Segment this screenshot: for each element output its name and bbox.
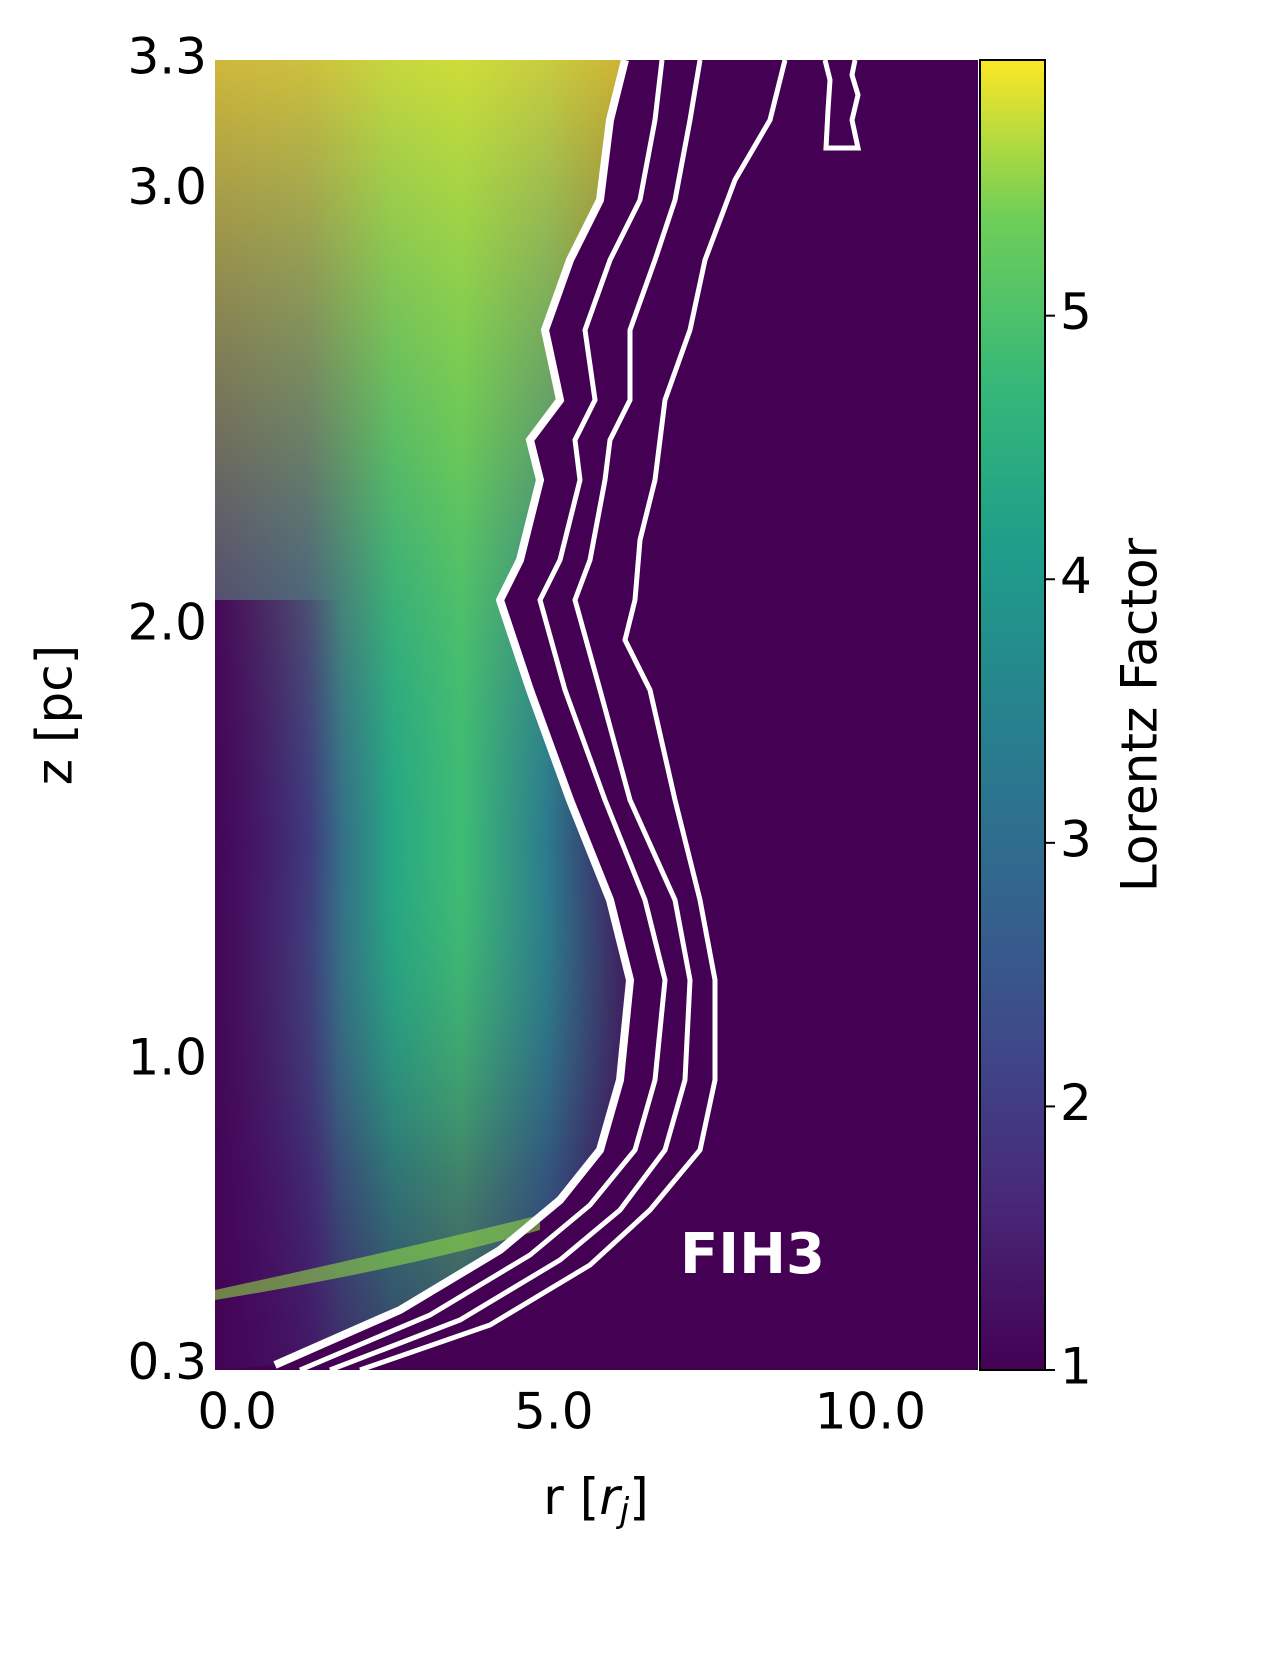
x-label-part: r: [599, 1468, 623, 1526]
y-tick-label: 3.0: [127, 158, 207, 216]
y-tick-label: 3.3: [127, 28, 207, 86]
field: [215, 60, 862, 1370]
x-label-part: ]: [629, 1468, 649, 1526]
annotation: FIH3: [680, 1222, 825, 1287]
x-label-part: j: [616, 1491, 630, 1531]
x-tick-label: 0.0: [197, 1383, 277, 1441]
colorbar-tick-label: 4: [1060, 547, 1092, 605]
colorbar: [979, 59, 1046, 1371]
colorbar-tick-label: 1: [1060, 1338, 1092, 1396]
y-axis-label: z [pc]: [26, 645, 84, 785]
colorbar-tick-label: 2: [1060, 1074, 1092, 1132]
y-tick-label: 2.0: [127, 593, 207, 651]
colorbar-tick-label: 5: [1060, 283, 1092, 341]
colorbar-tick-label: 3: [1060, 810, 1092, 868]
x-tick-label: 5.0: [514, 1383, 594, 1441]
shock: [215, 1215, 540, 1300]
y-tick-label: 0.3: [127, 1333, 207, 1391]
colorbar-label: Lorentz Factor: [1111, 537, 1169, 892]
x-tick-label: 10.0: [815, 1383, 926, 1441]
x-label-part: r [: [543, 1468, 599, 1526]
jet-core: [215, 600, 355, 1370]
contours: [273, 60, 862, 1370]
y-tick-label: 1.0: [127, 1028, 207, 1086]
x-axis-label: r [rj]: [543, 1468, 649, 1531]
